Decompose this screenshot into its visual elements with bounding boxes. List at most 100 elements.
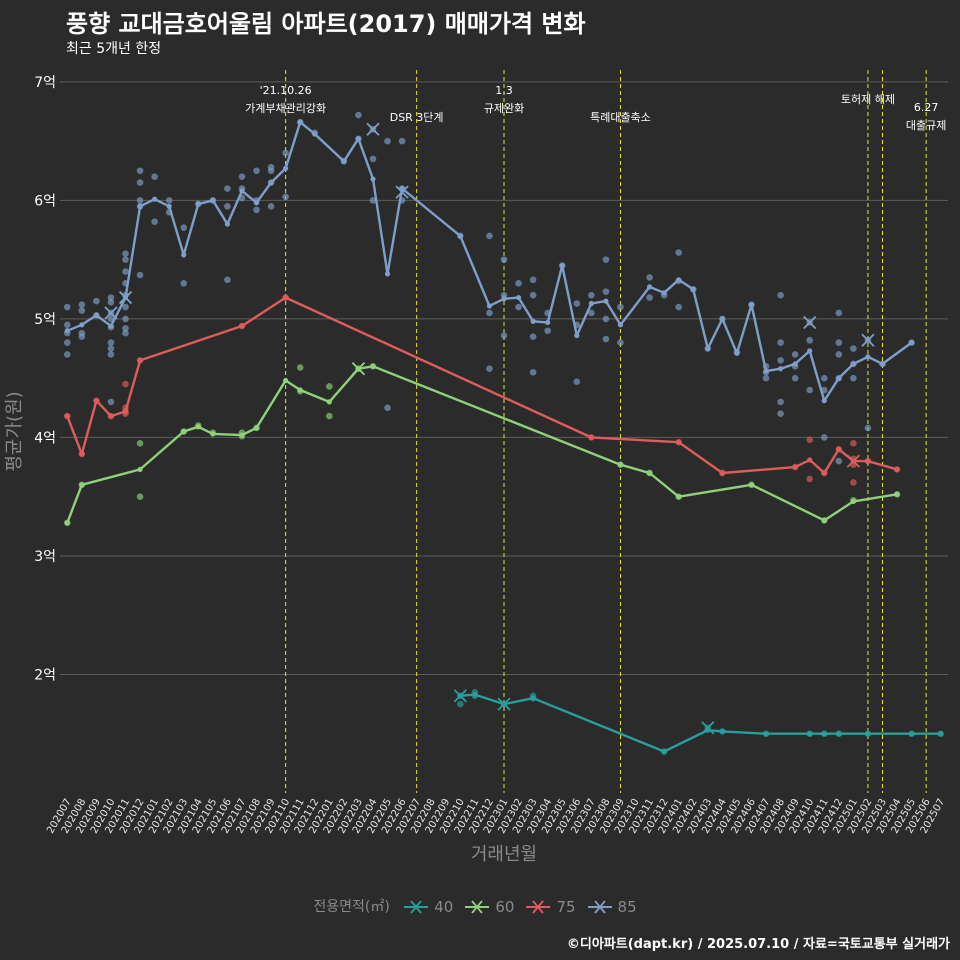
data-point — [544, 327, 551, 335]
cross-marker — [351, 362, 366, 376]
line-point — [603, 298, 609, 304]
legend-key-icon — [524, 899, 552, 915]
y-axis-title: 평균가(원) — [4, 391, 25, 471]
series-40 — [453, 688, 945, 755]
data-point — [573, 300, 581, 307]
data-point — [136, 167, 144, 175]
data-point — [602, 335, 610, 343]
line-point — [807, 457, 813, 463]
line-point — [253, 200, 260, 206]
line-point — [719, 316, 725, 322]
data-point — [529, 276, 537, 284]
series-line — [460, 693, 941, 753]
line-point — [268, 179, 274, 186]
data-point — [588, 291, 595, 299]
line-point — [719, 470, 725, 476]
line-point — [93, 398, 99, 404]
data-point — [180, 224, 188, 231]
data-point — [762, 374, 770, 382]
line-point — [909, 340, 915, 346]
data-point — [63, 351, 71, 358]
data-point — [529, 333, 537, 340]
data-point — [850, 440, 857, 447]
line-point — [93, 312, 99, 318]
data-point — [63, 303, 71, 311]
cross-marker — [497, 697, 511, 711]
data-point — [835, 457, 843, 465]
data-point — [835, 309, 843, 317]
legend-key-icon — [402, 899, 430, 915]
line-point — [821, 470, 827, 476]
line-point — [297, 387, 303, 393]
data-point — [777, 398, 784, 406]
data-point — [617, 339, 624, 346]
data-point — [267, 167, 275, 175]
data-point — [646, 294, 653, 301]
line-point — [617, 462, 624, 468]
legend-label: 85 — [617, 898, 637, 916]
data-point — [850, 479, 857, 486]
line-point — [108, 413, 114, 419]
data-point — [355, 111, 362, 119]
line-point — [661, 748, 667, 755]
line-point — [821, 398, 827, 404]
line-point — [501, 296, 507, 302]
data-point — [777, 410, 784, 418]
data-point — [253, 167, 260, 175]
data-point — [864, 424, 872, 432]
data-point — [486, 232, 493, 240]
line-point — [646, 470, 653, 476]
data-point — [602, 288, 610, 295]
data-point — [78, 307, 86, 314]
line-point — [370, 176, 376, 182]
data-point — [122, 380, 129, 388]
line-point — [894, 466, 900, 473]
series-layer — [63, 111, 945, 755]
event-label: 대출규제 — [906, 119, 946, 132]
line-point — [64, 328, 70, 334]
data-point — [107, 299, 115, 306]
line-point — [239, 432, 245, 438]
data-point — [529, 368, 537, 376]
y-tick-label: 3억 — [34, 549, 56, 565]
data-point — [151, 218, 158, 226]
event-label: 특례대출축소 — [590, 111, 651, 124]
line-point — [836, 446, 842, 452]
data-point — [602, 315, 610, 323]
line-point — [283, 165, 289, 171]
legend-item-75: 75 — [524, 898, 576, 916]
y-tick-label: 2억 — [34, 667, 56, 683]
cross-marker — [846, 454, 861, 468]
data-point — [296, 364, 304, 371]
line-point — [137, 357, 143, 363]
line-point — [690, 286, 696, 292]
series-75 — [63, 294, 901, 486]
event-label: 6.27 — [914, 101, 939, 114]
line-point — [239, 188, 245, 194]
line-point — [748, 302, 755, 308]
y-tick-label: 6억 — [34, 193, 56, 209]
line-point — [676, 277, 682, 283]
data-point — [806, 386, 814, 394]
data-point — [369, 197, 377, 204]
data-point — [107, 339, 115, 346]
data-point — [457, 700, 464, 708]
cross-marker — [861, 333, 875, 347]
line-point — [224, 221, 231, 227]
legend-key-icon — [586, 899, 614, 915]
legend: 전용면적(㎡) 40 60 75 85 — [0, 896, 960, 916]
data-point — [500, 332, 508, 339]
line-point — [865, 731, 871, 737]
line-point — [777, 366, 784, 372]
data-point — [93, 297, 100, 305]
data-point — [806, 436, 814, 444]
data-point — [122, 329, 129, 337]
line-point — [108, 323, 114, 329]
data-point — [791, 351, 799, 358]
series-60 — [63, 362, 901, 527]
line-point — [763, 368, 769, 374]
line-point — [676, 439, 682, 445]
data-point — [646, 274, 653, 281]
data-point — [369, 155, 377, 163]
line-point — [195, 424, 201, 430]
